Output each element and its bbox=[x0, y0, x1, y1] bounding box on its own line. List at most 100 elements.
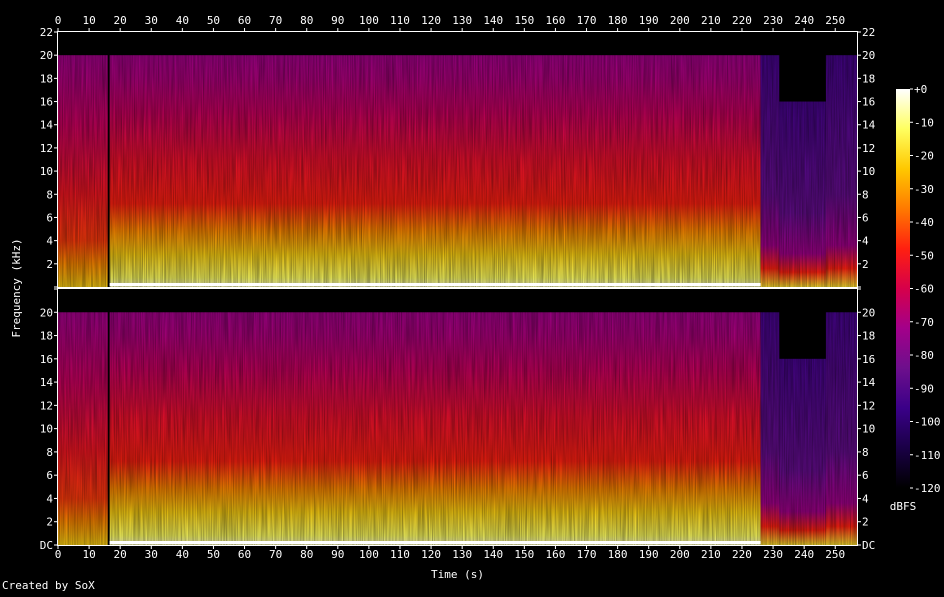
panel-frame bbox=[57, 31, 858, 288]
colorbar-tick-label: +0 bbox=[914, 83, 927, 96]
x-tick-label-bottom: 110 bbox=[390, 548, 410, 561]
x-tick-label-bottom: 140 bbox=[483, 548, 503, 561]
x-tick-label-top: 240 bbox=[794, 14, 814, 27]
y-tick-label-right: 2 bbox=[862, 258, 869, 271]
y-tick-label-left: 16 bbox=[40, 96, 53, 109]
x-tick-label-bottom: 130 bbox=[452, 548, 472, 561]
x-tick-label-bottom: 70 bbox=[269, 548, 282, 561]
x-tick-label-bottom: 170 bbox=[577, 548, 597, 561]
x-tick-label-bottom: 230 bbox=[763, 548, 783, 561]
y-tick-label-left: 8 bbox=[46, 446, 53, 459]
x-tick-label-bottom: 190 bbox=[639, 548, 659, 561]
y-tick-label-left: 18 bbox=[40, 72, 53, 85]
x-tick-label-bottom: 10 bbox=[82, 548, 95, 561]
y-tick-label-left: 12 bbox=[40, 142, 53, 155]
y-tick-label-left: 12 bbox=[40, 399, 53, 412]
y-tick-label-right: 6 bbox=[862, 211, 869, 224]
x-tick-label-bottom: 90 bbox=[331, 548, 344, 561]
x-tick-label-bottom: 30 bbox=[145, 548, 158, 561]
colorbar-tick-label: -40 bbox=[914, 216, 934, 229]
colorbar-tick-label: -20 bbox=[914, 150, 934, 163]
x-tick-label-bottom: 240 bbox=[794, 548, 814, 561]
x-tick-label-top: 220 bbox=[732, 14, 752, 27]
y-tick-label-right: 18 bbox=[862, 330, 875, 343]
y-tick-label-right: 14 bbox=[862, 376, 876, 389]
x-tick-label-top: 230 bbox=[763, 14, 783, 27]
colorbar-tick-label: -110 bbox=[914, 449, 941, 462]
y-tick-label-right: 8 bbox=[862, 188, 869, 201]
y-tick-label-left: 8 bbox=[46, 188, 53, 201]
y-tick-label-left: 20 bbox=[40, 306, 53, 319]
y-tick-label-right: 10 bbox=[862, 165, 875, 178]
colorbar-tick-label: -10 bbox=[914, 116, 934, 129]
x-tick-label-top: 130 bbox=[452, 14, 472, 27]
x-tick-label-top: 200 bbox=[670, 14, 690, 27]
colorbar-tick-label: -70 bbox=[914, 316, 934, 329]
x-tick-label-top: 100 bbox=[359, 14, 379, 27]
channel-1-panel bbox=[58, 32, 857, 287]
y-tick-label-right: 16 bbox=[862, 96, 875, 109]
texture-overlay bbox=[58, 55, 857, 287]
y-tick-label-right: 16 bbox=[862, 353, 875, 366]
x-tick-label-top: 50 bbox=[207, 14, 220, 27]
x-tick-label-bottom: 80 bbox=[300, 548, 313, 561]
channel-2-panel bbox=[58, 289, 857, 545]
y-tick-label-right: 4 bbox=[862, 235, 869, 248]
y-tick-label-left: 6 bbox=[46, 211, 53, 224]
y-tick-label-right: 22 bbox=[862, 26, 875, 39]
y-axis-label: Frequency (kHz) bbox=[10, 238, 23, 337]
x-tick-label-top: 20 bbox=[114, 14, 127, 27]
y-tick-label-left: 10 bbox=[40, 423, 53, 436]
y-tick-label-left: 10 bbox=[40, 165, 53, 178]
footer-credit: Created by SoX bbox=[2, 579, 95, 592]
y-tick-label-left: 14 bbox=[40, 119, 54, 132]
x-tick-label-top: 160 bbox=[545, 14, 565, 27]
x-tick-label-bottom: 250 bbox=[825, 548, 845, 561]
colorbar-scale bbox=[896, 89, 910, 488]
x-tick-label-bottom: 0 bbox=[55, 548, 62, 561]
bass-line bbox=[109, 541, 761, 544]
x-tick-label-top: 120 bbox=[421, 14, 441, 27]
y-tick-label-right: 4 bbox=[862, 492, 869, 505]
colorbar-tick-label: -90 bbox=[914, 382, 934, 395]
y-tick-label-right: 20 bbox=[862, 49, 875, 62]
x-tick-label-top: 140 bbox=[483, 14, 503, 27]
y-tick-label-right: DC bbox=[862, 539, 875, 552]
x-tick-label-bottom: 220 bbox=[732, 548, 752, 561]
x-tick-label-bottom: 100 bbox=[359, 548, 379, 561]
x-tick-label-top: 90 bbox=[331, 14, 344, 27]
colorbar-tick-label: -120 bbox=[914, 482, 941, 495]
y-tick-label-left: 14 bbox=[40, 376, 54, 389]
y-tick-label-right: 14 bbox=[862, 119, 876, 132]
y-tick-label-right: 8 bbox=[862, 446, 869, 459]
y-tick-label-right: 10 bbox=[862, 423, 875, 436]
y-tick-label-right: 2 bbox=[862, 516, 869, 529]
x-tick-label-top: 180 bbox=[608, 14, 628, 27]
y-tick-label-left: 4 bbox=[46, 235, 53, 248]
x-tick-label-top: 70 bbox=[269, 14, 282, 27]
x-tick-label-bottom: 40 bbox=[176, 548, 189, 561]
y-tick-label-left: 2 bbox=[46, 258, 53, 271]
colorbar-tick-label: -50 bbox=[914, 249, 934, 262]
y-tick-label-right: 12 bbox=[862, 142, 875, 155]
x-tick-label-top: 250 bbox=[825, 14, 845, 27]
x-tick-label-top: 0 bbox=[55, 14, 62, 27]
colorbar-unit-label: dBFS bbox=[890, 500, 917, 513]
x-tick-label-top: 190 bbox=[639, 14, 659, 27]
x-tick-label-bottom: 50 bbox=[207, 548, 220, 561]
y-tick-label-right: 6 bbox=[862, 469, 869, 482]
y-tick-label-left: 20 bbox=[40, 49, 53, 62]
x-tick-label-top: 110 bbox=[390, 14, 410, 27]
colorbar-tick-label: -80 bbox=[914, 349, 934, 362]
x-tick-label-top: 170 bbox=[577, 14, 597, 27]
x-tick-label-top: 30 bbox=[145, 14, 158, 27]
y-tick-label-left: 18 bbox=[40, 330, 53, 343]
y-tick-label-left: 4 bbox=[46, 492, 53, 505]
y-tick-label-left: 6 bbox=[46, 469, 53, 482]
x-tick-label-bottom: 210 bbox=[701, 548, 721, 561]
colorbar-tick-label: -30 bbox=[914, 183, 934, 196]
y-tick-label-right: 20 bbox=[862, 306, 875, 319]
y-tick-label-left: 22 bbox=[40, 26, 53, 39]
